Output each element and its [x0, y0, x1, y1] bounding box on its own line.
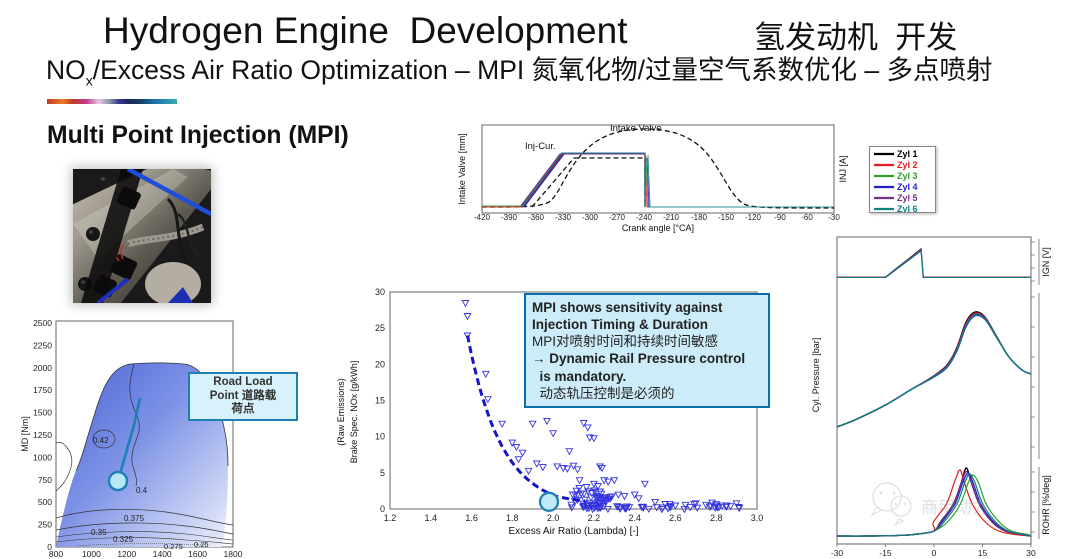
svg-text:Zyl 1: Zyl 1 — [897, 149, 918, 159]
svg-text:2.0: 2.0 — [547, 513, 560, 523]
svg-text:Cyl. Pressure [bar]: Cyl. Pressure [bar] — [811, 338, 821, 413]
svg-text:-420: -420 — [474, 213, 491, 222]
svg-text:2.4: 2.4 — [628, 513, 641, 523]
svg-text:-120: -120 — [745, 213, 762, 222]
svg-text:-270: -270 — [609, 213, 626, 222]
svg-text:Intake Valve [mm]: Intake Valve [mm] — [457, 133, 467, 204]
svg-text:Zyl 4: Zyl 4 — [897, 182, 918, 192]
svg-text:1.8: 1.8 — [506, 513, 519, 523]
svg-text:10: 10 — [375, 432, 385, 442]
svg-text:Zyl 3: Zyl 3 — [897, 171, 918, 181]
svg-text:-210: -210 — [663, 213, 680, 222]
svg-text:25: 25 — [375, 323, 385, 333]
svg-text:0.35: 0.35 — [91, 528, 107, 537]
svg-text:1000: 1000 — [33, 452, 52, 462]
svg-text:-330: -330 — [555, 213, 572, 222]
svg-text:1200: 1200 — [117, 549, 136, 559]
svg-text:Intake Valve: Intake Valve — [610, 123, 662, 134]
svg-text:1250: 1250 — [33, 430, 52, 440]
svg-text:3.0: 3.0 — [751, 513, 764, 523]
svg-text:-300: -300 — [582, 213, 599, 222]
svg-text:1.6: 1.6 — [465, 513, 478, 523]
svg-text:2000: 2000 — [33, 363, 52, 373]
svg-text:0.325: 0.325 — [113, 535, 134, 544]
svg-text:Brake Spec. NOx [g/kWh]: Brake Spec. NOx [g/kWh] — [349, 361, 359, 464]
svg-text:1.2: 1.2 — [384, 513, 397, 523]
svg-text:0: 0 — [932, 548, 937, 558]
svg-text:5: 5 — [380, 468, 385, 478]
svg-text:Zyl 5: Zyl 5 — [897, 193, 918, 203]
svg-text:-30: -30 — [828, 213, 840, 222]
svg-text:0.375: 0.375 — [124, 514, 145, 523]
svg-text:Crank angle [°CA]: Crank angle [°CA] — [622, 223, 694, 233]
svg-text:Excess Air Ratio (Lambda) [-]: Excess Air Ratio (Lambda) [-] — [508, 526, 638, 537]
svg-text:1500: 1500 — [33, 408, 52, 418]
svg-text:Zyl 2: Zyl 2 — [897, 160, 918, 170]
svg-text:2.6: 2.6 — [669, 513, 682, 523]
svg-text:1000: 1000 — [82, 549, 101, 559]
svg-text:20: 20 — [375, 359, 385, 369]
svg-text:30: 30 — [375, 287, 385, 297]
svg-text:-15: -15 — [879, 548, 892, 558]
svg-text:MD [Nm]: MD [Nm] — [20, 416, 30, 452]
svg-text:商用动力: 商用动力 — [921, 498, 989, 517]
svg-text:750: 750 — [38, 475, 52, 485]
svg-text:250: 250 — [38, 520, 52, 530]
svg-text:INJ [A]: INJ [A] — [838, 155, 848, 182]
svg-text:Inj-Cur.: Inj-Cur. — [525, 141, 556, 152]
svg-text:2.2: 2.2 — [588, 513, 601, 523]
svg-text:IGN [V]: IGN [V] — [1041, 247, 1051, 277]
svg-text:ROHR [%/deg]: ROHR [%/deg] — [1041, 475, 1051, 535]
svg-text:-390: -390 — [501, 213, 518, 222]
svg-text:15: 15 — [978, 548, 988, 558]
svg-text:1.4: 1.4 — [425, 513, 438, 523]
svg-text:0: 0 — [380, 504, 385, 514]
svg-text:2500: 2500 — [33, 318, 52, 328]
svg-text:-150: -150 — [718, 213, 735, 222]
svg-text:0.42: 0.42 — [93, 436, 109, 445]
svg-text:30: 30 — [1026, 548, 1036, 558]
svg-text:Zyl 6: Zyl 6 — [897, 204, 918, 212]
svg-text:2.8: 2.8 — [710, 513, 723, 523]
svg-text:-180: -180 — [691, 213, 708, 222]
svg-text:0.25: 0.25 — [194, 540, 209, 549]
svg-text:500: 500 — [38, 497, 52, 507]
svg-text:2250: 2250 — [33, 340, 52, 350]
svg-text:-360: -360 — [528, 213, 545, 222]
svg-text:-240: -240 — [636, 213, 653, 222]
svg-text:1600: 1600 — [188, 549, 207, 559]
svg-text:(Raw Emissions): (Raw Emissions) — [336, 378, 346, 446]
svg-text:1750: 1750 — [33, 385, 52, 395]
svg-text:-60: -60 — [801, 213, 813, 222]
svg-text:0.4: 0.4 — [136, 486, 148, 495]
svg-text:-30: -30 — [831, 548, 844, 558]
svg-text:0: 0 — [47, 542, 52, 552]
svg-text:15: 15 — [375, 396, 385, 406]
svg-text:1400: 1400 — [153, 549, 172, 559]
svg-text:1800: 1800 — [224, 549, 243, 559]
svg-text:-90: -90 — [774, 213, 786, 222]
